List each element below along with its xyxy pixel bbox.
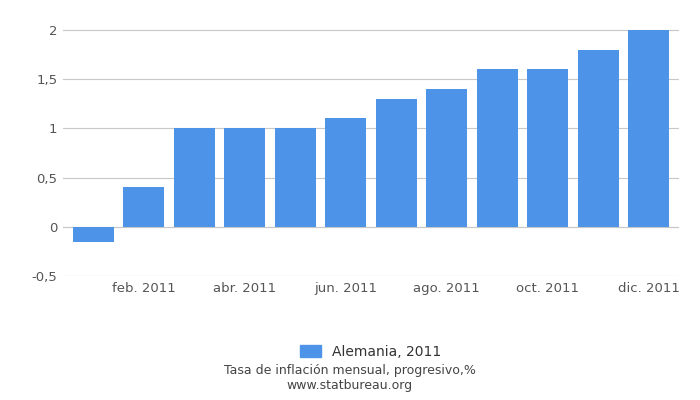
Bar [325,118,367,227]
Text: Tasa de inflación mensual, progresivo,%
www.statbureau.org: Tasa de inflación mensual, progresivo,% … [224,364,476,392]
Bar [477,69,518,227]
Bar [73,227,114,242]
Bar [628,30,669,227]
Bar [123,187,164,227]
Bar [426,89,468,227]
Bar [274,128,316,227]
Legend: Alemania, 2011: Alemania, 2011 [295,339,447,364]
Bar [375,99,417,227]
Bar [174,128,215,227]
Bar [527,69,568,227]
Bar [224,128,265,227]
Bar [578,50,619,227]
